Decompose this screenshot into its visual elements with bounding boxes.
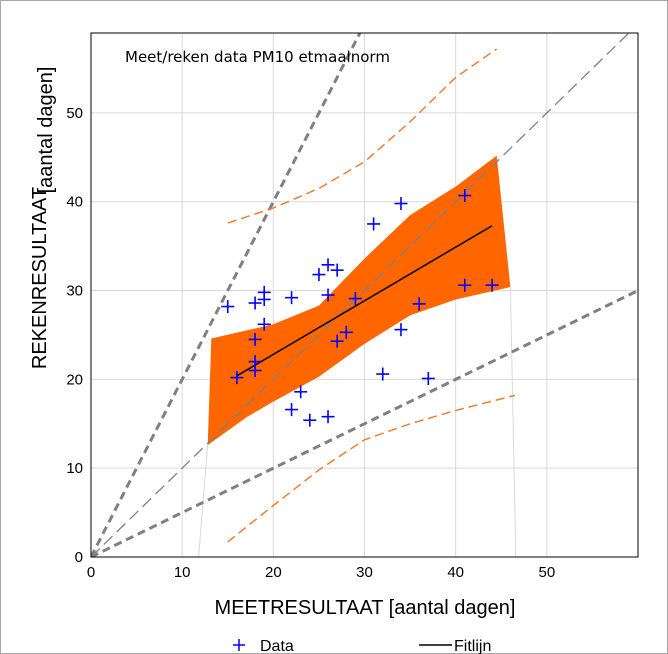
data-point (394, 197, 408, 211)
data-point (458, 278, 472, 292)
legend-marker-data (233, 639, 245, 651)
x-tick-label: 40 (447, 564, 464, 581)
plot-area (91, 33, 638, 557)
y-axis-title-main: REKENRESULTAAT (29, 187, 51, 369)
data-point (285, 291, 299, 305)
reference-line-slope-2 (91, 33, 362, 557)
band-extension-right (509, 286, 517, 557)
x-tick-label: 0 (87, 564, 95, 581)
legend-label-data: Data (260, 638, 294, 654)
reference-line-slope-0-5 (91, 288, 638, 557)
data-point (339, 325, 353, 339)
data-point (221, 300, 235, 314)
y-tick-label: 40 (66, 194, 83, 211)
reference-line-slope-1 (91, 33, 630, 557)
data-point (348, 292, 362, 306)
x-tick-label: 10 (174, 564, 191, 581)
x-tick-label: 20 (265, 564, 282, 581)
y-axis-title-unit: [aantal dagen] (35, 67, 57, 194)
data-point (285, 403, 299, 417)
data-point (312, 268, 326, 282)
legend-label-fit: Fitlijn (454, 638, 491, 654)
plot-border (90, 32, 639, 558)
data-point (248, 296, 262, 310)
data-point (257, 317, 271, 331)
data-point (248, 355, 262, 369)
x-tick-label: 30 (356, 564, 373, 581)
data-point (330, 334, 344, 348)
data-point (412, 297, 426, 311)
band-extension-left (198, 445, 209, 557)
data-point (367, 217, 381, 231)
data-point (248, 332, 262, 346)
data-point (257, 285, 271, 299)
data-point (230, 371, 244, 385)
data-point (294, 385, 308, 399)
legend: Data Fitlijn (233, 638, 491, 654)
prediction-band-upper (227, 48, 498, 224)
x-tick-label: 50 (538, 564, 555, 581)
y-axis-unit: [aantal dagen] (35, 67, 57, 194)
fit-line (236, 225, 493, 377)
data-point (376, 367, 390, 381)
data-point (321, 258, 335, 272)
y-tick-label: 50 (66, 105, 83, 122)
data-point (485, 278, 499, 292)
data-point (303, 413, 317, 427)
y-tick-label: 30 (66, 283, 83, 300)
data-point (458, 189, 472, 203)
confidence-band (207, 155, 511, 446)
y-axis-title: REKENRESULTAAT (29, 187, 51, 369)
y-tick-label: 10 (66, 460, 83, 477)
x-axis-title: MEETRESULTAAT [aantal dagen] (215, 597, 516, 619)
tick-labels: 0 10 20 30 40 50 0 10 20 30 40 50 (66, 105, 555, 581)
data-point (394, 323, 408, 337)
data-point (321, 288, 335, 302)
gridlines (91, 33, 638, 557)
prediction-band-lower (227, 394, 516, 543)
data-point (321, 410, 335, 424)
data-point (421, 371, 435, 385)
y-tick-label: 0 (75, 549, 83, 566)
chart-annotation: Meet/reken data PM10 etmaalnorm (125, 48, 390, 66)
y-tick-label: 20 (66, 371, 83, 388)
data-point (330, 263, 344, 277)
